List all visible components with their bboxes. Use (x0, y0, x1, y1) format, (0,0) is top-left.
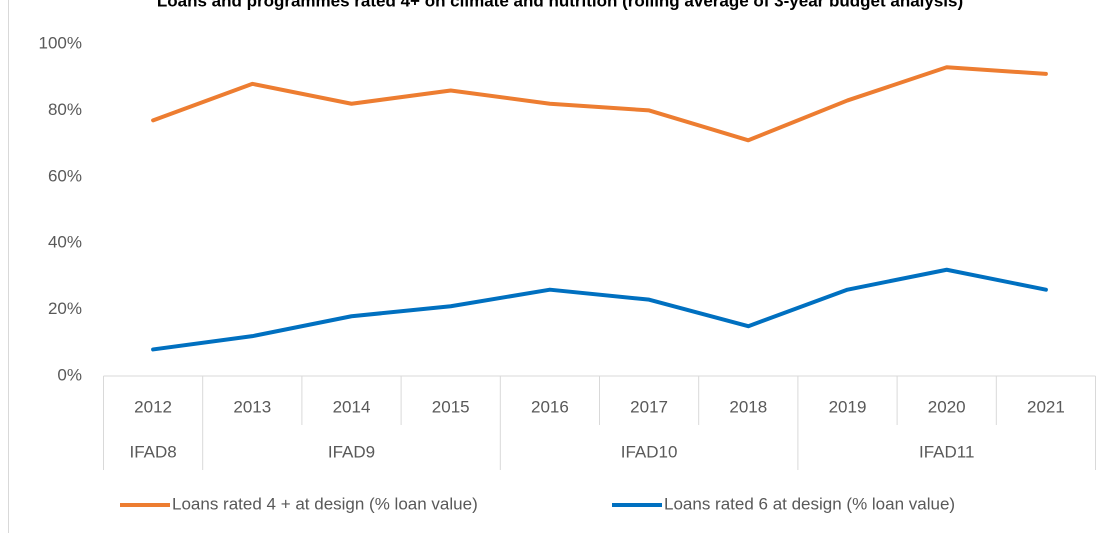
chart-title: Loans and programmes rated 4+ on climate… (157, 0, 963, 10)
x-tick-label: 2014 (333, 397, 371, 416)
y-tick-label: 80% (48, 100, 82, 119)
group-label: IFAD10 (621, 442, 678, 461)
y-tick-label: 60% (48, 166, 82, 185)
x-tick-label: 2019 (829, 397, 867, 416)
group-label: IFAD8 (129, 442, 176, 461)
y-tick-label: 0% (57, 365, 82, 384)
group-label: IFAD9 (328, 442, 375, 461)
x-tick-label: 2018 (729, 397, 767, 416)
x-tick-label: 2020 (928, 397, 966, 416)
legend-label: Loans rated 4 + at design (% loan value) (172, 494, 478, 513)
y-tick-label: 20% (48, 299, 82, 318)
legend-label: Loans rated 6 at design (% loan value) (664, 494, 955, 513)
x-tick-label: 2012 (134, 397, 172, 416)
y-tick-label: 100% (39, 33, 82, 52)
x-tick-label: 2021 (1027, 397, 1065, 416)
x-tick-label: 2016 (531, 397, 569, 416)
x-tick-label: 2015 (432, 397, 470, 416)
y-tick-label: 40% (48, 233, 82, 252)
x-tick-label: 2013 (233, 397, 271, 416)
series-line (151, 65, 1048, 143)
x-tick-label: 2017 (630, 397, 668, 416)
group-label: IFAD11 (919, 442, 974, 461)
series-line (151, 267, 1048, 352)
